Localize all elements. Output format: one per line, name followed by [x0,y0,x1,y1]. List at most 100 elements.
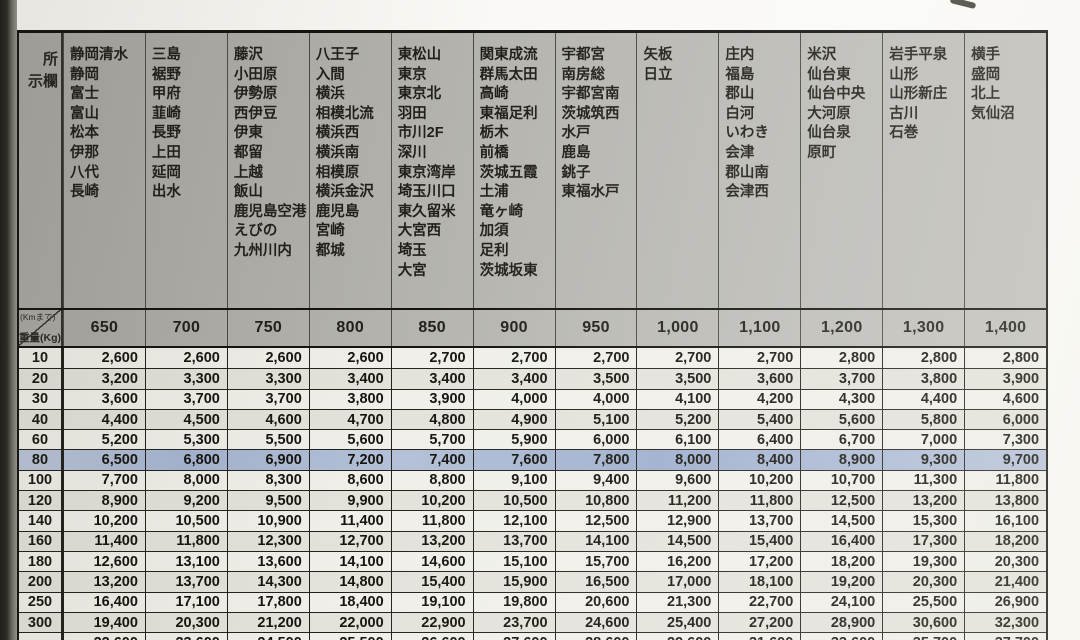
city-column: 静岡清水 静岡 富士 富山 松本 伊那 八代 長崎 [63,33,145,308]
price-cell: 13,100 [144,551,227,572]
page-edge-shadow [0,0,17,640]
price-cell: 9,500 [226,491,309,511]
price-cell: 33,600 [800,633,882,640]
city-name: 土浦 [479,184,509,201]
city-name: 静岡清水 [70,47,128,63]
city-column: 岩手平泉 山形 山形新庄 古川 石巻 [882,33,964,308]
branch-header-band: 所 示欄 静岡清水 静岡 富士 富山 松本 伊那 八代 長崎 三島 裾野 甲府 韮崎 長野 上田 延岡 出水藤… [19,33,1046,308]
city-name: 仙台東 [807,66,851,83]
price-cell: 25,500 [882,592,964,612]
price-grid: 10 2,600 2,600 2,600 2,600 2,700 2,700 2,700 2,7… [19,348,1046,640]
price-cell: 14,500 [636,531,718,551]
price-cell: 15,300 [882,511,964,531]
weight-cell: 250 [19,592,63,612]
price-cell: 2,800 [964,348,1046,369]
distance-cell: 950 [554,310,637,346]
city-name: 宇都宮 [561,47,606,63]
city-name: 三島 [151,47,181,63]
price-cell: 24,100 [800,592,882,612]
pen-mark [949,0,977,10]
price-cell: 28,900 [800,612,882,633]
city-name: 埼玉 [397,242,427,259]
price-cell: 11,300 [882,470,964,491]
city-name: 横浜南 [315,144,360,161]
distance-cell: 1,300 [882,310,964,346]
city-name: 伊勢原 [233,86,278,103]
price-cell: 3,300 [144,369,227,389]
price-cell: 2,600 [226,348,309,369]
distance-header-band: (Kmまで) 重量(Kg) 650 700 750 800 850 900 950 1,000… [19,308,1046,348]
city-name: 伊那 [70,144,99,161]
city-name: 山形 [889,66,919,83]
table-row: 180 12,600 13,100 13,600 14,100 14,600 15,100 1… [19,550,1046,572]
city-name: 水戸 [561,125,591,142]
price-cell: 7,800 [554,450,637,470]
price-cell: 11,200 [636,491,718,511]
price-cell: 3,500 [554,369,637,389]
city-column: 八王子 入間 横浜 相模北流 横浜西 横浜南 相模原 横浜金沢 鹿児島 宮崎 都城 [308,33,391,308]
price-cell: 14,600 [390,551,473,572]
price-cell: 5,500 [226,430,309,450]
city-name: 古川 [889,105,919,122]
price-cell: 8,300 [226,470,309,491]
distance-cell: 700 [144,310,227,346]
price-cell: 2,700 [636,348,718,369]
price-cell: 9,700 [964,450,1046,470]
city-name: 都城 [315,242,345,259]
city-name: 加須 [479,223,509,240]
price-cell: 3,400 [390,369,473,389]
weight-cell: 20 [19,369,63,389]
city-name: 鹿島 [561,144,591,161]
price-cell: 18,400 [308,592,391,612]
city-column: 三島 裾野 甲府 韮崎 長野 上田 延岡 出水 [144,33,227,308]
price-cell: 4,400 [63,409,145,430]
city-name: 庄内 [725,47,755,63]
price-cell: 6,000 [554,430,637,450]
city-name: 横手 [971,47,1001,63]
price-cell: 12,600 [63,551,145,572]
price-cell: 15,100 [472,551,555,572]
weight-cell: 40 [19,409,63,430]
price-cell: 19,800 [472,592,555,612]
price-cell: 35,700 [882,633,964,640]
city-name: 仙台中央 [807,86,866,103]
city-column: 東松山 東京 東京北 羽田 市川2F 深川 東京湾岸 埼玉川口 東久留米 大宮西 埼玉 大宮 [390,33,473,308]
price-cell: 5,200 [63,430,145,450]
city-name: 群馬太田 [479,66,538,83]
price-cell: 4,700 [308,409,391,430]
city-name: 上越 [233,164,263,181]
price-cell: 12,300 [226,531,309,551]
weight-cell: 140 [19,511,63,531]
city-column: 藤沢 小田原 伊勢原 西伊豆 伊東 都留 上越 飯山 鹿児島空港 えびの 九州川内 [226,33,309,308]
distance-cell: 1,100 [718,310,800,346]
city-name: 大河原 [807,105,851,122]
price-cell: 6,500 [63,450,145,470]
price-cell: 15,900 [472,572,555,592]
city-name: 相模原 [315,164,360,181]
table-row: 100 7,700 8,000 8,300 8,600 8,800 9,100 9,400 9,… [19,469,1046,491]
price-cell: 3,700 [144,389,227,409]
city-name: 八代 [70,164,99,181]
city-name: 横浜西 [315,125,360,142]
price-cell: 19,400 [63,612,145,633]
price-cell: 16,500 [554,572,637,592]
price-cell: 10,700 [800,470,882,491]
price-cell: 9,200 [144,491,227,511]
price-cell: 19,300 [882,551,964,572]
price-cell: 3,400 [308,369,391,389]
price-cell: 5,200 [636,409,718,430]
city-name: 足利 [479,242,509,259]
price-cell: 4,100 [636,389,718,409]
city-name: 横浜 [315,86,345,103]
price-cell: 6,000 [964,409,1046,430]
city-name: 上田 [151,144,181,161]
price-cell: 3,800 [882,369,964,389]
city-column: 横手 盛岡 北上 気仙沼 [964,33,1046,308]
distance-cell: 1,200 [800,310,882,346]
city-name: 会津 [725,144,755,161]
table-row: 300 19,400 20,300 21,200 22,000 22,900 23,700 2… [19,611,1046,633]
price-cell: 6,700 [800,430,882,450]
city-name: 鹿児島空港 [233,203,307,220]
city-name: 矢板 [643,47,673,63]
